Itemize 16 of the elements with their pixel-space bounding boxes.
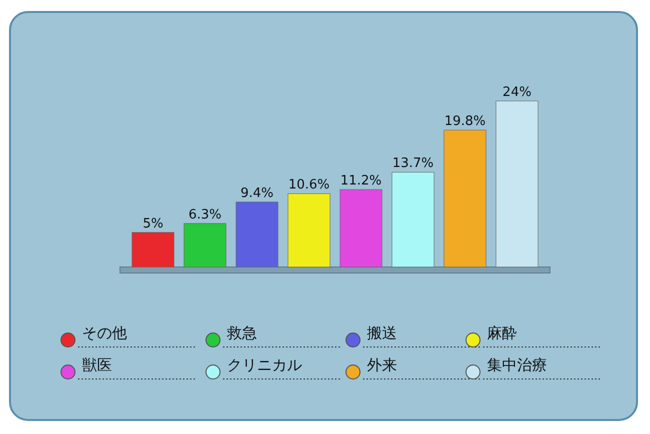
data-label: 9.4% (240, 186, 274, 201)
data-label: 13.7% (392, 156, 434, 172)
legend-label: その他 (82, 324, 127, 342)
legend-label: クリニカル (227, 356, 302, 374)
legend-label: 救急 (226, 324, 257, 342)
data-label: 5% (142, 216, 164, 232)
legend-label: 集中治療 (487, 356, 547, 374)
data-label: 10.6% (288, 178, 330, 193)
data-label: 11.2% (340, 174, 382, 189)
legend-label: 搬送 (367, 324, 397, 342)
data-label: 24% (502, 85, 532, 100)
data-label: 19.8% (444, 114, 486, 130)
legend-label: 外来 (367, 356, 397, 374)
data-label: 6.3% (188, 207, 222, 222)
legend-label: 麻酔 (487, 324, 517, 342)
legend-label: 獣医 (82, 356, 112, 374)
